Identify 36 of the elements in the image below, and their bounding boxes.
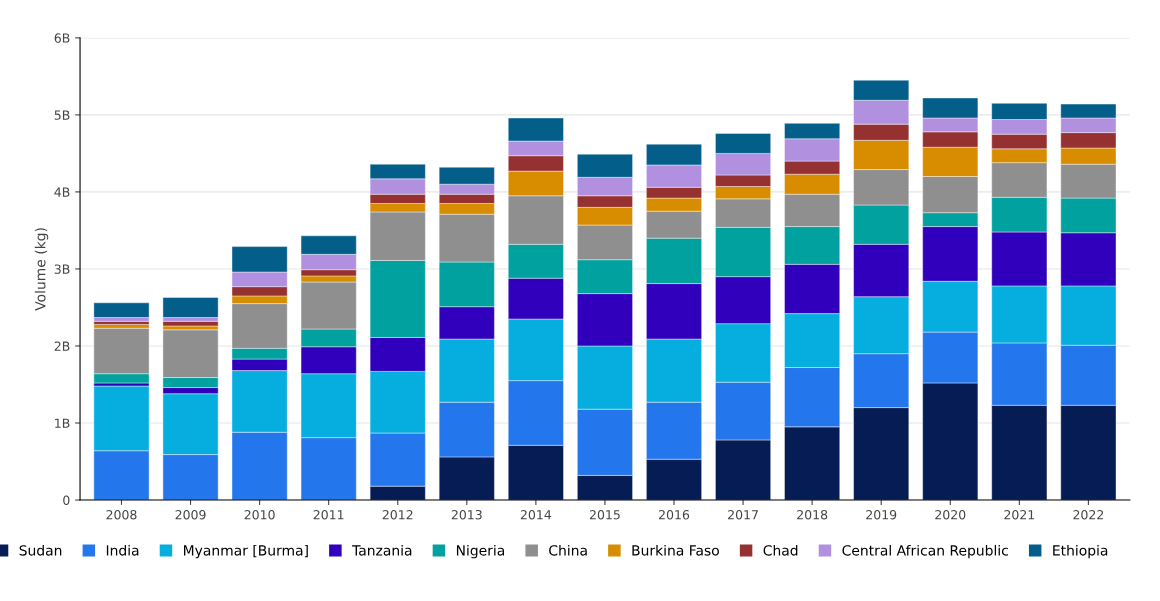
- legend-label: Nigeria: [456, 544, 505, 559]
- legend-label: Burkina Faso: [632, 544, 719, 556]
- legend-label: Tanzania: [352, 544, 412, 556]
- bar: [162, 297, 219, 318]
- x-tick-label: 2016: [659, 509, 690, 520]
- y-tick-label: 3B: [54, 264, 70, 274]
- x-tick-label: 2019: [866, 509, 897, 520]
- legend-label: Chad: [763, 544, 798, 556]
- x-tick-label: 2018: [797, 509, 828, 520]
- x-tick-label: 2015: [589, 509, 620, 520]
- y-tick-label: 0: [63, 495, 70, 505]
- y-tick-label: 4B: [54, 187, 70, 197]
- legend-label: Myanmar [Burma]: [184, 544, 308, 559]
- bar: [162, 321, 219, 327]
- x-tick-label: 2009: [175, 509, 206, 520]
- y-tick-label: 2B: [54, 341, 70, 351]
- legend-label: China: [549, 544, 587, 556]
- x-tick-label: 2013: [451, 509, 482, 520]
- x-tick-label: 2020: [935, 509, 966, 520]
- x-tick-label: 2022: [1073, 509, 1104, 520]
- legend-label: Ethiopia: [1053, 544, 1108, 559]
- legend-label: Central African Republic: [842, 544, 1008, 559]
- x-tick-label: 2012: [382, 509, 413, 520]
- x-tick-label: 2010: [244, 509, 275, 520]
- x-tick-label: 2011: [313, 509, 344, 520]
- x-tick-label: 2008: [106, 509, 137, 520]
- x-tick-label: 2017: [728, 509, 758, 520]
- y-axis-title: Volume (kg): [34, 228, 49, 311]
- legend-label: India: [106, 544, 139, 556]
- y-tick-label: 6B: [54, 33, 70, 43]
- bar: [93, 302, 150, 318]
- y-tick-label: 1B: [55, 418, 70, 428]
- y-tick-label: 5B: [54, 110, 70, 120]
- x-tick-label: 2021: [1004, 509, 1035, 520]
- legend-label: Sudan: [19, 544, 62, 556]
- x-tick-label: 2014: [520, 509, 552, 520]
